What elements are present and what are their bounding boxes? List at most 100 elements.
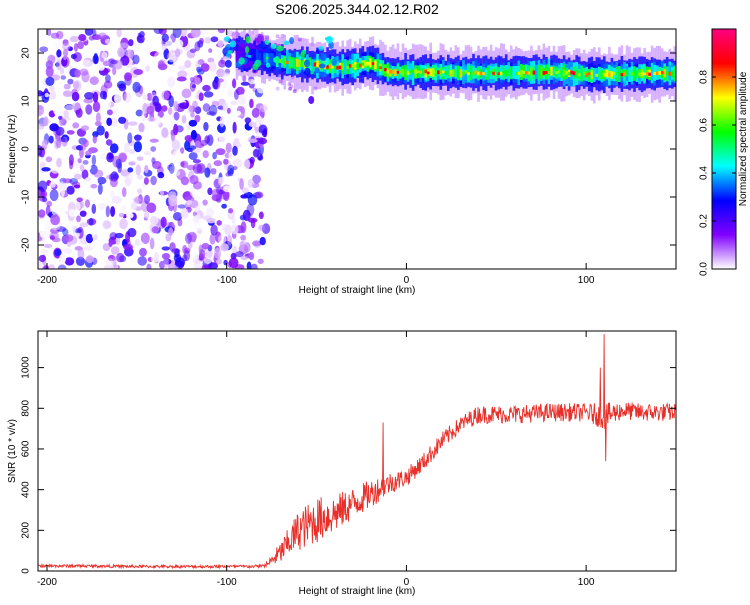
ridge-cell <box>472 71 475 76</box>
noise-blob <box>210 224 218 236</box>
noise-blob <box>157 171 165 179</box>
noise-blob <box>38 90 43 97</box>
noise-blob <box>261 129 268 138</box>
ridge-cell <box>316 63 319 67</box>
noise-blob <box>143 211 150 219</box>
ridge-cell <box>409 69 412 74</box>
ridge-cell <box>419 70 422 74</box>
ridge-cell <box>396 70 400 74</box>
noise-blob <box>71 181 81 188</box>
noise-blob <box>98 32 107 38</box>
noise-blob <box>202 199 208 206</box>
noise-blob <box>199 29 208 38</box>
noise-blob <box>98 202 106 211</box>
noise-blob <box>110 190 115 200</box>
ridge-cell <box>293 57 297 70</box>
ridge-cell <box>515 72 518 76</box>
noise-blob <box>161 90 170 101</box>
ridge-cell <box>404 68 407 78</box>
noise-blob <box>103 80 113 89</box>
ridge-cell <box>447 65 450 79</box>
ridge-cell <box>628 67 631 82</box>
noise-blob <box>144 165 149 174</box>
ridge-cell <box>537 64 541 81</box>
noise-blob <box>109 143 119 154</box>
noise-blob <box>240 221 247 234</box>
ridge-cell <box>260 51 264 65</box>
y-tick-label: 0 <box>21 568 32 574</box>
noise-blob <box>249 156 255 164</box>
noise-blob <box>168 95 174 108</box>
ridge-cell <box>547 70 551 75</box>
noise-blob <box>180 29 188 37</box>
noise-blob <box>190 29 201 38</box>
noise-blob <box>79 210 87 217</box>
noise-blob <box>161 253 171 260</box>
noise-blob <box>83 246 93 251</box>
noise-blob <box>155 115 162 126</box>
spectrogram-cells <box>38 29 676 269</box>
noise-blob <box>60 75 67 80</box>
noise-blob <box>204 135 210 144</box>
ridge-blob <box>283 40 290 46</box>
noise-blob <box>224 224 232 236</box>
noise-blob <box>48 135 54 144</box>
noise-blob <box>190 129 197 140</box>
noise-blob <box>137 188 143 194</box>
noise-blob <box>92 54 99 65</box>
noise-blob <box>128 161 136 166</box>
noise-blob <box>84 29 94 36</box>
noise-blob <box>161 33 169 42</box>
noise-blob <box>102 60 110 66</box>
ridge-cell <box>326 65 329 69</box>
noise-blob <box>188 145 197 150</box>
noise-blob <box>259 104 268 113</box>
snr-x-axis-label: Height of straight line (km) <box>299 586 416 597</box>
noise-blob <box>88 217 94 226</box>
noise-blob <box>246 203 255 216</box>
noise-blob <box>193 224 204 231</box>
ridge-cell <box>653 72 656 76</box>
ridge-cell <box>648 72 651 76</box>
ridge-cell <box>587 72 591 76</box>
ridge-cell <box>253 48 256 65</box>
noise-blob <box>84 199 91 208</box>
ridge-cell <box>645 72 649 76</box>
ridge-cell <box>665 71 669 76</box>
noise-blob <box>80 201 85 208</box>
noise-blob <box>288 86 293 91</box>
noise-blob <box>93 169 104 178</box>
noise-blob <box>232 158 243 168</box>
noise-blob <box>112 256 117 268</box>
ridge-cell <box>248 55 251 58</box>
noise-blob <box>110 177 118 188</box>
noise-blob <box>59 252 67 264</box>
noise-blob <box>201 231 207 242</box>
ridge-cell <box>615 69 619 78</box>
ridge-blob <box>300 51 305 59</box>
noise-blob <box>133 141 142 153</box>
ridge-cell <box>411 69 415 73</box>
noise-blob <box>216 220 222 226</box>
ridge-cell <box>235 45 239 61</box>
ridge-cell <box>603 73 606 77</box>
noise-blob <box>173 100 179 112</box>
noise-blob <box>230 100 238 106</box>
ridge-cell <box>356 63 360 68</box>
ridge-blob <box>265 62 271 68</box>
noise-blob <box>168 107 173 115</box>
noise-blob <box>206 111 216 116</box>
noise-blob <box>157 63 168 71</box>
ridge-cell <box>474 70 478 75</box>
ridge-cell <box>341 63 344 71</box>
noise-blob <box>236 143 242 148</box>
ridge-cell <box>532 70 536 75</box>
noise-blob <box>208 61 217 72</box>
noise-blob <box>74 246 83 251</box>
ridge-cell <box>313 62 317 67</box>
noise-blob <box>82 59 92 67</box>
noise-blob <box>77 41 84 50</box>
noise-blob <box>168 162 175 175</box>
ridge-cell <box>593 68 596 82</box>
